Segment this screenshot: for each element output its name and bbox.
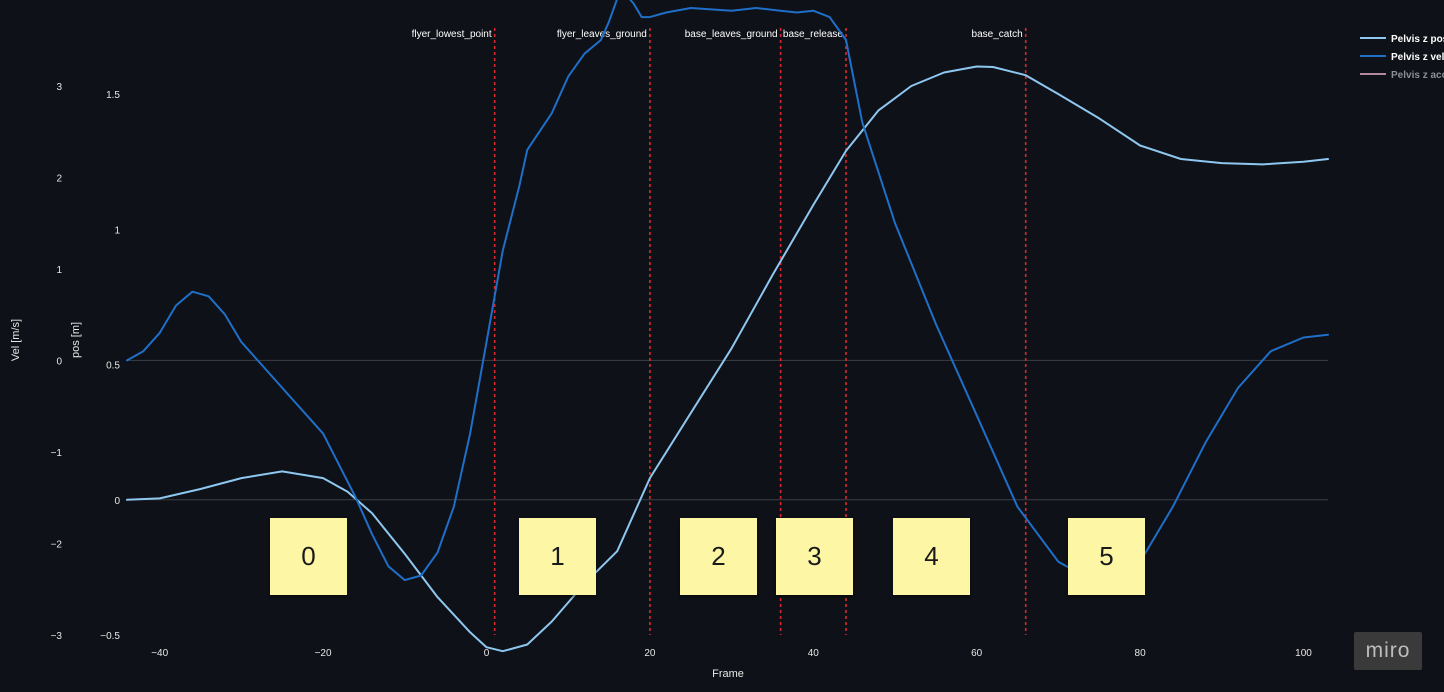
vel-axis-ticks: −3 −2 −1 0 1 2 3 xyxy=(51,82,63,642)
legend-label: Pelvis z acc xyxy=(1391,70,1444,81)
event-label-base-leaves-ground: base_leaves_ground xyxy=(685,29,778,40)
vel-tick-label: −1 xyxy=(51,448,63,459)
pos-tick-label: 0 xyxy=(114,496,120,507)
x-tick-label: 100 xyxy=(1295,648,1312,659)
pos-tick-label: 1.5 xyxy=(106,90,120,101)
vel-tick-label: 3 xyxy=(56,82,62,93)
pos-tick-label: −0.5 xyxy=(100,631,120,642)
legend-label: Pelvis z pos xyxy=(1391,34,1444,45)
series-line-pelvis-z-vel xyxy=(126,0,1329,582)
y-pos-axis-title: pos [m] xyxy=(70,322,82,358)
event-label-base-catch: base_catch xyxy=(972,29,1023,40)
vel-tick-label: 2 xyxy=(56,173,62,184)
legend-label: Pelvis z vel xyxy=(1391,52,1444,63)
vel-tick-label: −3 xyxy=(51,631,63,642)
sticky-note-5[interactable]: 5 xyxy=(1068,518,1145,595)
legend-item-pelvis-z-acc[interactable]: Pelvis z acc xyxy=(1360,70,1444,81)
event-label-base-release: base_release xyxy=(783,29,843,40)
series-line-pelvis-z-pos xyxy=(126,65,1329,653)
y-vel-axis-title: Vel [m/s] xyxy=(10,319,22,361)
vel-tick-label: 0 xyxy=(56,356,62,367)
sticky-note-2[interactable]: 2 xyxy=(680,518,757,595)
x-axis-title: Frame xyxy=(712,668,744,680)
vel-tick-label: −2 xyxy=(51,539,63,550)
sticky-note-4[interactable]: 4 xyxy=(893,518,970,595)
sticky-note-1[interactable]: 1 xyxy=(519,518,596,595)
pos-tick-label: 0.5 xyxy=(106,361,120,372)
x-tick-label: 40 xyxy=(808,648,820,659)
zero-lines xyxy=(127,359,1328,501)
legend-item-pelvis-z-pos[interactable]: Pelvis z pos xyxy=(1360,34,1444,45)
x-tick-label: 60 xyxy=(971,648,983,659)
pos-tick-label: 1 xyxy=(114,225,120,236)
sticky-note-3[interactable]: 3 xyxy=(776,518,853,595)
pos-axis-ticks: −0.5 0 0.5 1 1.5 xyxy=(100,90,120,642)
x-tick-label: 0 xyxy=(484,648,490,659)
miro-logo-badge[interactable]: miro xyxy=(1354,632,1422,670)
vel-tick-label: 1 xyxy=(56,265,62,276)
x-tick-label: 20 xyxy=(644,648,656,659)
x-tick-label: 80 xyxy=(1135,648,1147,659)
legend-item-pelvis-z-vel[interactable]: Pelvis z vel xyxy=(1360,52,1444,63)
x-tick-label: −20 xyxy=(315,648,332,659)
series-lines xyxy=(126,0,1329,653)
sticky-note-0[interactable]: 0 xyxy=(270,518,347,595)
x-axis-ticks: −40 −20 0 20 40 60 80 100 xyxy=(151,648,1312,659)
x-tick-label: −40 xyxy=(151,648,168,659)
event-label-flyer-leaves-ground: flyer_leaves_ground xyxy=(557,29,647,40)
event-label-flyer-lowest-point: flyer_lowest_point xyxy=(412,29,492,40)
legend: Pelvis z pos Pelvis z vel Pelvis z acc xyxy=(1360,34,1444,81)
